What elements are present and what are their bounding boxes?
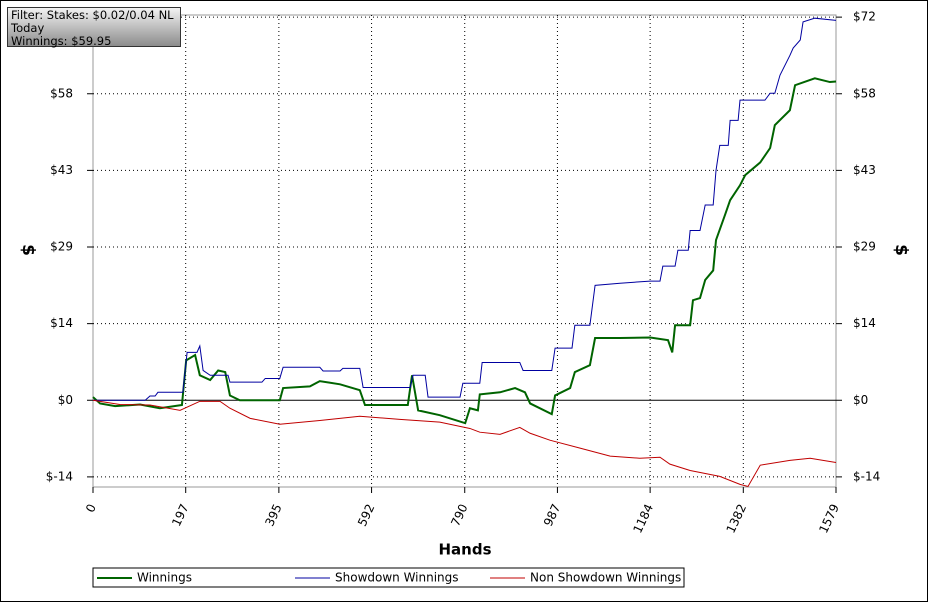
- legend-label: Showdown Winnings: [335, 571, 459, 585]
- filter-box: Filter: Stakes: $0.02/0.04 NL Today Winn…: [7, 7, 181, 48]
- y2-tick-label: $72: [853, 10, 876, 24]
- y2-tick-label: $43: [853, 163, 876, 177]
- filter-line: Winnings: $59.95: [11, 34, 112, 48]
- series-line: [92, 77, 837, 425]
- legend-label: Winnings: [137, 571, 192, 585]
- y2-tick-label: $0: [853, 393, 868, 407]
- y2-axis-title: $: [891, 244, 911, 256]
- legend-label: Non Showdown Winnings: [530, 571, 681, 585]
- y-axis-title: $: [18, 244, 38, 256]
- y-tick-label: $58: [50, 86, 73, 100]
- filter-line: Filter: Stakes: $0.02/0.04 NL: [11, 8, 174, 22]
- y-tick-label: $29: [50, 240, 73, 254]
- series-line: [92, 399, 837, 488]
- y2-tick-label: $14: [853, 316, 876, 330]
- series-line: [93, 17, 837, 401]
- y-tick-label: $-14: [46, 469, 73, 483]
- filter-line: Today: [11, 21, 45, 35]
- legend: [92, 567, 685, 588]
- y-tick-label: $0: [58, 393, 73, 407]
- y2-tick-label: $29: [853, 240, 876, 254]
- y2-tick-label: $-14: [853, 469, 880, 483]
- x-axis-title: Hands: [438, 541, 491, 559]
- y-tick-label: $43: [50, 163, 73, 177]
- y-tick-label: $14: [50, 316, 73, 330]
- y2-tick-label: $58: [853, 86, 876, 100]
